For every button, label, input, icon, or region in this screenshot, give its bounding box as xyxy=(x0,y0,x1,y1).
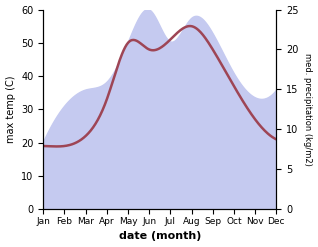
Y-axis label: max temp (C): max temp (C) xyxy=(5,76,16,143)
Y-axis label: med. precipitation (kg/m2): med. precipitation (kg/m2) xyxy=(303,53,313,166)
X-axis label: date (month): date (month) xyxy=(119,231,201,242)
